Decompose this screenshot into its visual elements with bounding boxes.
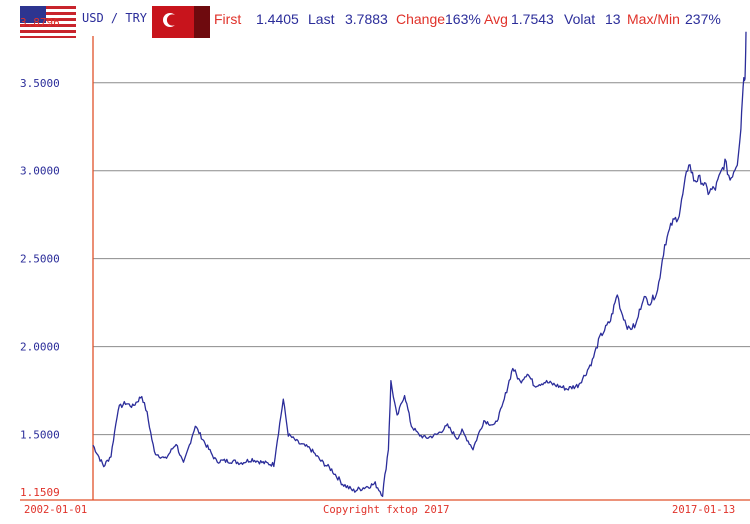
x-end-date: 2017-01-13 xyxy=(672,504,735,516)
y-tick-label: 3.5000 xyxy=(20,77,60,90)
first-label: First xyxy=(214,11,241,27)
currency-pair-label: USD / TRY xyxy=(82,11,148,25)
y-tick-label: 2.5000 xyxy=(20,253,60,266)
grid-lines xyxy=(93,82,750,436)
us-flag-icon xyxy=(20,6,76,38)
series-line-usd-try xyxy=(92,31,747,498)
x-start-date: 2002-01-01 xyxy=(24,504,87,516)
y-tick-label: 1.5000 xyxy=(20,429,60,442)
last-label: Last xyxy=(308,11,335,27)
y-tick-label: 2.0000 xyxy=(20,341,60,354)
first-value: 1.4405 xyxy=(256,11,299,27)
y-tick-label: 1.1509 xyxy=(20,486,60,499)
y-tick-label: 3.8796 xyxy=(20,16,60,29)
last-value: 3.7883 xyxy=(345,11,388,27)
volat-label: Volat xyxy=(564,11,595,27)
y-tick-labels: 3.8796 3.5000 3.0000 2.5000 2.0000 1.5000 1.15… xyxy=(20,16,60,499)
volat-value: 13 xyxy=(605,11,621,27)
copyright-text: Copyright fxtop 2017 xyxy=(323,504,449,516)
y-tick-label: 3.0000 xyxy=(20,165,60,178)
maxmin-value: 237% xyxy=(685,11,721,27)
change-value: 163% xyxy=(445,11,481,27)
chart-header: USD / TRY First 1.4405 Last 3.7883 Chang… xyxy=(20,6,721,38)
avg-label: Avg xyxy=(484,11,508,27)
maxmin-label: Max/Min xyxy=(627,11,680,27)
avg-value: 1.7543 xyxy=(511,11,554,27)
change-label: Change xyxy=(396,11,445,27)
turkey-flag-icon xyxy=(152,6,210,38)
